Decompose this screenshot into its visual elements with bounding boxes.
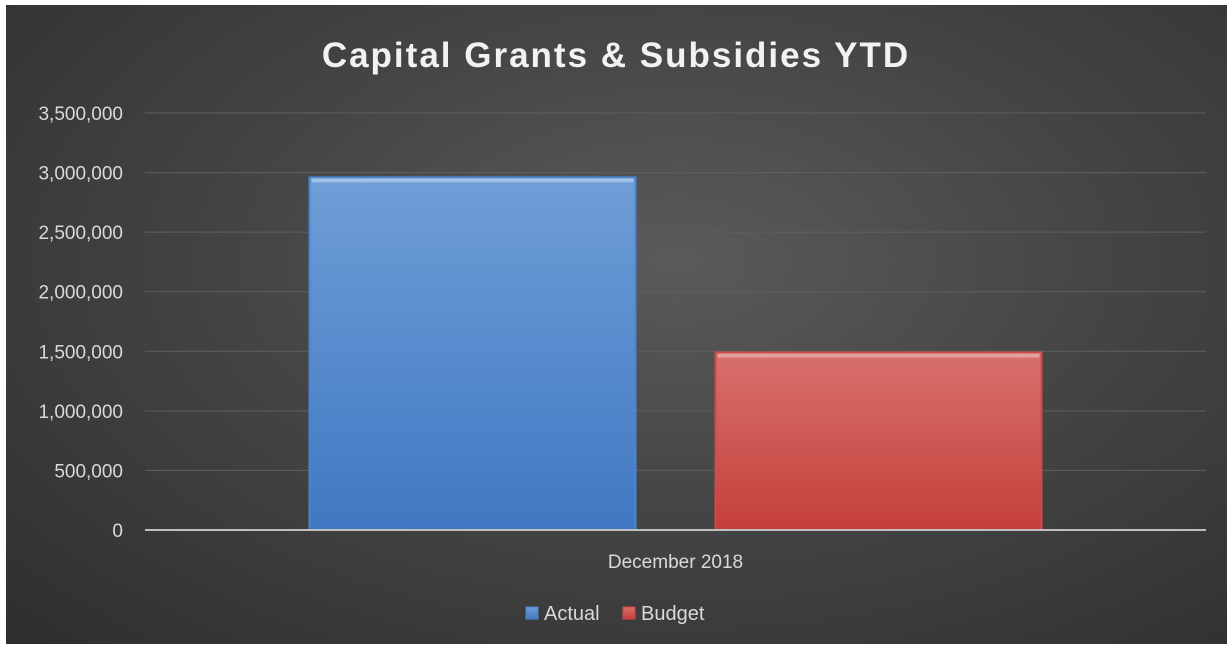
legend-swatch-budget [622, 606, 636, 620]
bar-highlight [311, 178, 634, 183]
x-category-label: December 2018 [608, 552, 743, 573]
legend-label-actual: Actual [544, 603, 600, 625]
bar-highlight [717, 353, 1040, 358]
bar-actual [308, 176, 637, 532]
y-tick-label: 1,000,000 [38, 402, 123, 423]
y-tick-label: 3,500,000 [38, 104, 123, 125]
y-tick-label: 2,500,000 [38, 223, 123, 244]
bar-budget [714, 351, 1043, 531]
y-tick-label: 2,000,000 [38, 283, 123, 304]
y-tick-label: 500,000 [54, 461, 123, 482]
gridlines [145, 112, 1206, 471]
y-axis-tick-labels: 0 500,000 1,000,000 1,500,000 2,000,000 2,500… [38, 104, 123, 542]
chart-area: Capital Grants & Subsidies YTD 0 500,000 1… [6, 5, 1227, 644]
legend-swatch-actual [525, 606, 539, 620]
x-axis-category-labels: December 2018 [608, 552, 743, 573]
y-tick-label: 0 [112, 521, 123, 542]
chart-title: Capital Grants & Subsidies YTD [322, 36, 910, 75]
y-tick-label: 3,000,000 [38, 164, 123, 185]
legend-label-budget: Budget [641, 603, 705, 625]
bar-chart: Capital Grants & Subsidies YTD 0 500,000 1… [38, 36, 1206, 625]
legend: Actual Budget [525, 603, 705, 625]
y-tick-label: 1,500,000 [38, 342, 123, 363]
bars [308, 176, 1043, 532]
